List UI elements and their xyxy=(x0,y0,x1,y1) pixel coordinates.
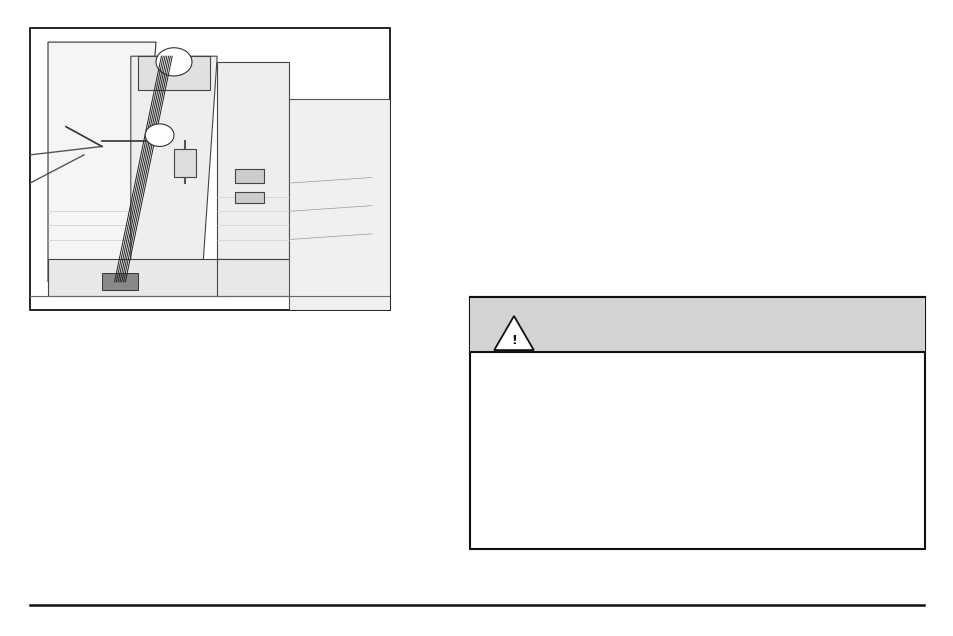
Bar xyxy=(470,297,924,549)
Bar xyxy=(102,273,138,290)
Polygon shape xyxy=(138,56,210,90)
Bar xyxy=(470,297,924,352)
Bar xyxy=(30,28,390,310)
Bar xyxy=(235,191,264,203)
Bar xyxy=(235,169,264,183)
Polygon shape xyxy=(217,62,289,259)
Polygon shape xyxy=(289,99,390,310)
Polygon shape xyxy=(48,42,156,282)
Circle shape xyxy=(145,124,173,146)
Polygon shape xyxy=(217,259,317,296)
Circle shape xyxy=(156,48,192,76)
Bar xyxy=(173,149,195,177)
Polygon shape xyxy=(131,56,217,268)
Polygon shape xyxy=(494,316,534,350)
Text: !: ! xyxy=(511,333,517,347)
Polygon shape xyxy=(48,259,228,296)
